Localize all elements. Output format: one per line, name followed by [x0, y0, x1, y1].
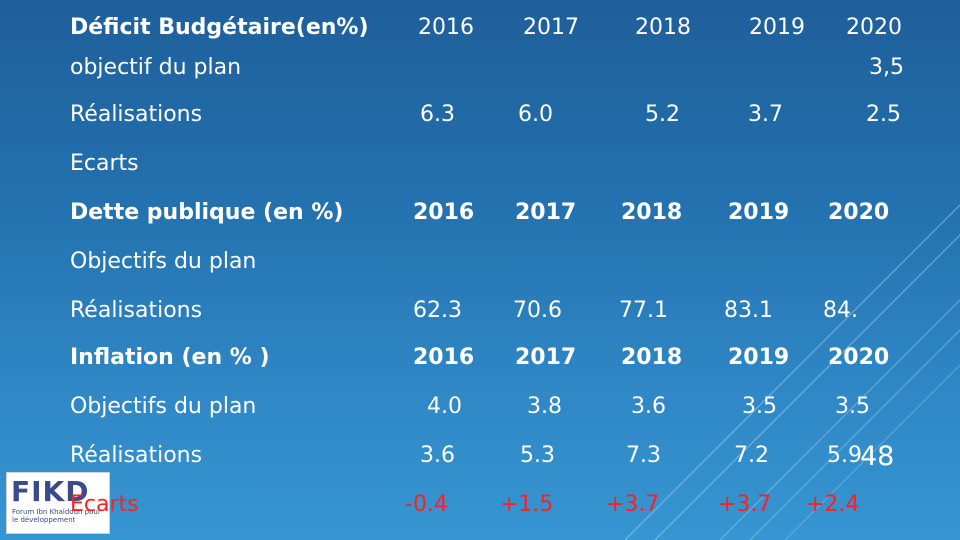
- inflation-ecarts-label: Ecarts: [70, 492, 139, 517]
- deficit-heading: Déficit Budgétaire(en%): [70, 15, 369, 40]
- logo-subtitle: Forum Ibn Khaldoun pour le développement: [12, 508, 101, 525]
- deficit-realisations-label: Réalisations: [70, 102, 203, 127]
- inflation-year-2019: 2019: [728, 345, 790, 370]
- inflation-ecart-2017: +1.5: [500, 492, 554, 517]
- dette-realisation-2018: 77.1: [619, 298, 668, 323]
- dette-year-2018: 2018: [621, 200, 683, 225]
- dette-realisation-2020: 84.: [823, 298, 858, 323]
- inflation-year-2020: 2020: [828, 345, 890, 370]
- dette-year-2016: 2016: [413, 200, 475, 225]
- dette-realisation-2016: 62.3: [413, 298, 462, 323]
- dette-realisation-2017: 70.6: [513, 298, 562, 323]
- deficit-objective-label: objectif du plan: [70, 55, 242, 80]
- inflation-ecart-2016: -0.4: [405, 492, 448, 517]
- inflation-objective-2016: 4.0: [427, 394, 462, 419]
- inflation-ecart-2019: +3.7: [718, 492, 772, 517]
- deficit-year-2017: 2017: [523, 15, 579, 40]
- deficit-year-2019: 2019: [749, 15, 805, 40]
- page-number: 48: [860, 441, 895, 472]
- inflation-realisation-2019: 7.2: [734, 443, 769, 468]
- inflation-ecart-2020: +2.4: [806, 492, 860, 517]
- dette-realisations-label: Réalisations: [70, 298, 203, 323]
- dette-heading: Dette publique (en %): [70, 200, 344, 225]
- inflation-ecart-2018: +3.7: [606, 492, 660, 517]
- dette-year-2020: 2020: [828, 200, 890, 225]
- inflation-heading: Inflation (en % ): [70, 345, 270, 370]
- dette-objective-label: Objectifs du plan: [70, 249, 257, 274]
- deficit-realisation-2017: 6.0: [518, 102, 553, 127]
- deficit-year-2018: 2018: [635, 15, 691, 40]
- dette-realisation-2019: 83.1: [724, 298, 773, 323]
- inflation-objective-2017: 3.8: [527, 394, 562, 419]
- fikd-logo: FIKD Forum Ibn Khaldoun pour le développ…: [6, 472, 110, 534]
- inflation-objective-label: Objectifs du plan: [70, 394, 257, 419]
- deficit-objective-2020: 3,5: [869, 55, 904, 80]
- inflation-objective-2018: 3.6: [631, 394, 666, 419]
- deficit-realisation-2018: 5.2: [645, 102, 680, 127]
- inflation-year-2016: 2016: [413, 345, 475, 370]
- deficit-realisation-2016: 6.3: [420, 102, 455, 127]
- inflation-realisation-2016: 3.6: [420, 443, 455, 468]
- deficit-realisation-2020: 2.5: [866, 102, 901, 127]
- deficit-year-2020: 2020: [846, 15, 902, 40]
- inflation-realisation-2017: 5.3: [520, 443, 555, 468]
- dette-year-2017: 2017: [515, 200, 577, 225]
- deficit-realisation-2019: 3.7: [748, 102, 783, 127]
- dette-year-2019: 2019: [728, 200, 790, 225]
- deficit-ecarts-label: Ecarts: [70, 151, 139, 176]
- logo-letters: FIKD: [11, 475, 90, 508]
- inflation-realisation-2018: 7.3: [626, 443, 661, 468]
- inflation-year-2017: 2017: [515, 345, 577, 370]
- inflation-realisations-label: Réalisations: [70, 443, 203, 468]
- deficit-year-2016: 2016: [418, 15, 474, 40]
- inflation-objective-2019: 3.5: [742, 394, 777, 419]
- inflation-objective-2020: 3.5: [835, 394, 870, 419]
- inflation-year-2018: 2018: [621, 345, 683, 370]
- inflation-realisation-2020: 5.9: [827, 443, 862, 468]
